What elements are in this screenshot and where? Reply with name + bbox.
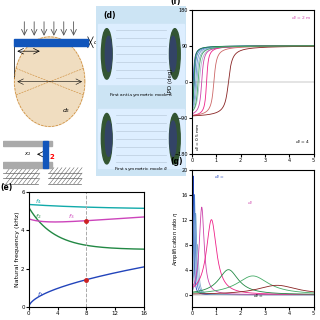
Text: First anti-symmetric mode $f_1$: First anti-symmetric mode $f_1$: [108, 91, 173, 99]
Text: $f_2$: $f_2$: [35, 212, 41, 221]
Ellipse shape: [170, 121, 176, 156]
Bar: [3, 162, 52, 168]
Ellipse shape: [170, 36, 176, 72]
Text: (d): (d): [103, 12, 116, 20]
Ellipse shape: [105, 36, 112, 72]
Y-axis label: Amplification ratio $\eta$: Amplification ratio $\eta$: [171, 211, 180, 266]
Text: $d_2 = 4$: $d_2 = 4$: [295, 139, 310, 147]
Bar: [3, 141, 52, 146]
Text: $d_2 =$: $d_2 =$: [253, 293, 264, 300]
Ellipse shape: [101, 114, 112, 164]
Text: (e): (e): [0, 183, 12, 192]
Text: (f): (f): [170, 0, 180, 6]
Text: $x_2$: $x_2$: [24, 150, 32, 158]
Ellipse shape: [170, 114, 180, 164]
Ellipse shape: [101, 29, 112, 79]
Text: (g): (g): [170, 157, 183, 166]
Bar: [14, 39, 88, 46]
Bar: [43, 141, 48, 168]
Ellipse shape: [170, 29, 180, 79]
Text: $d_1$: $d_1$: [93, 38, 101, 47]
Bar: [98, 109, 184, 168]
Y-axis label: Natural frequency (kHz): Natural frequency (kHz): [15, 212, 20, 287]
Text: $f_1$: $f_1$: [37, 290, 44, 299]
Polygon shape: [14, 37, 85, 126]
Text: $d_2 = 0.5$ mm: $d_2 = 0.5$ mm: [195, 122, 202, 151]
Bar: [98, 24, 184, 84]
X-axis label: Diameter $d_2$ (mm): Diameter $d_2$ (mm): [57, 318, 116, 320]
Text: $f_4$: $f_4$: [35, 197, 41, 206]
Y-axis label: IPD (deg): IPD (deg): [168, 69, 173, 94]
Text: $b$: $b$: [81, 38, 86, 46]
Ellipse shape: [105, 121, 112, 156]
Text: 2: 2: [50, 154, 54, 160]
Text: $f_3$: $f_3$: [68, 212, 75, 221]
Text: $d_2 = 2$ m: $d_2 = 2$ m: [291, 14, 311, 21]
Text: First symmetric mode $f_2$: First symmetric mode $f_2$: [114, 164, 168, 172]
Text: $d_2 =$: $d_2 =$: [214, 174, 225, 181]
Text: $d_2$: $d_2$: [247, 200, 253, 207]
Text: $d_2$: $d_2$: [62, 106, 71, 115]
